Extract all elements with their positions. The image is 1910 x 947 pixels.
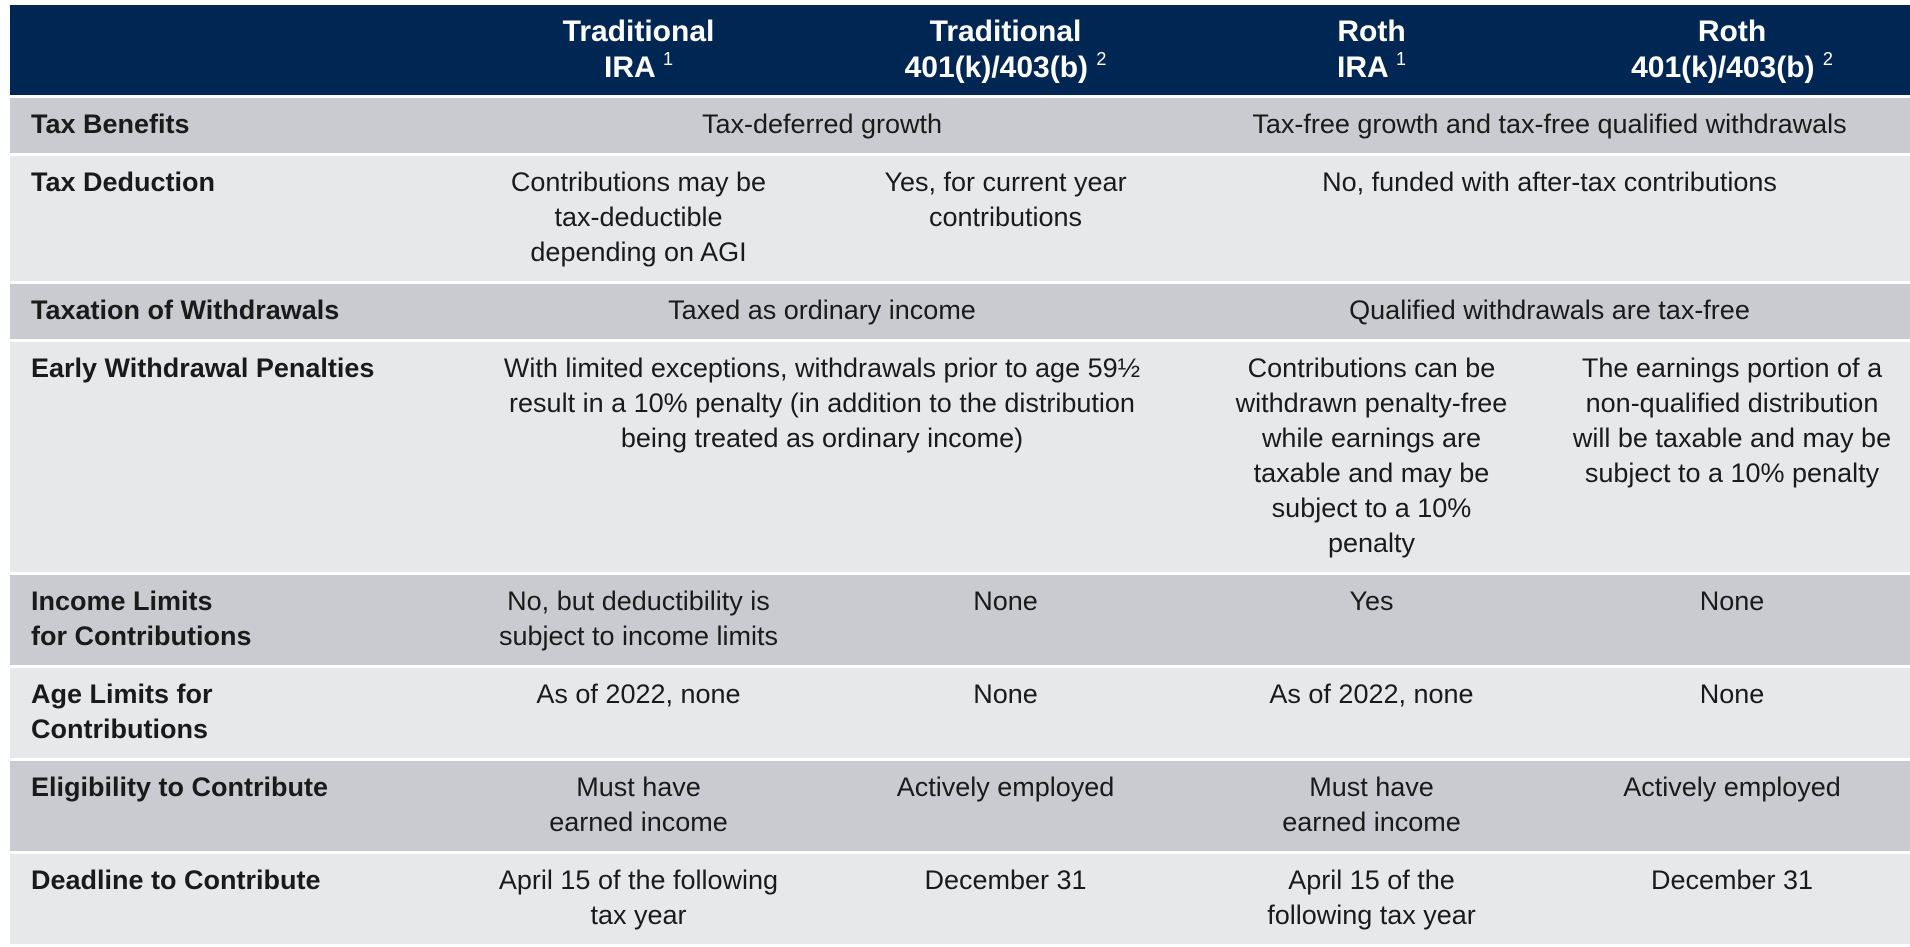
row-label: Deadline to Contribute	[10, 852, 455, 946]
cell-roth-401k: The earnings portion of a non-qualified …	[1554, 340, 1910, 574]
cell-traditional-401k: Yes, for current year contributions	[822, 154, 1189, 283]
row-label: Early Withdrawal Penalties	[10, 340, 455, 574]
cell-traditional-401k: Actively employed	[822, 759, 1189, 853]
cell-roth-ira: April 15 of the following tax year	[1189, 852, 1554, 946]
row-tax-deduction: Tax Deduction Contributions may be tax-d…	[10, 154, 1910, 283]
cell-roth: No, funded with after-tax contributions	[1189, 154, 1910, 283]
cell-roth-401k: December 31	[1554, 852, 1910, 946]
row-age-limits: Age Limits for Contributions As of 2022,…	[10, 666, 1910, 760]
header-roth-ira: Roth IRA 1	[1189, 5, 1554, 98]
cell-roth-ira: Contributions can be withdrawn penalty-f…	[1189, 340, 1554, 574]
cell-roth-401k: None	[1554, 666, 1910, 760]
cell-roth: Qualified withdrawals are tax-free	[1189, 282, 1910, 341]
cell-roth-ira: Must have earned income	[1189, 759, 1554, 853]
cell-traditional-401k: None	[822, 573, 1189, 667]
row-income-limits: Income Limits for Contributions No, but …	[10, 573, 1910, 667]
cell-traditional-ira: April 15 of the following tax year	[455, 852, 822, 946]
row-label: Taxation of Withdrawals	[10, 282, 455, 341]
header-traditional-ira: Traditional IRA 1	[455, 5, 822, 98]
cell-traditional-ira: As of 2022, none	[455, 666, 822, 760]
row-eligibility: Eligibility to Contribute Must have earn…	[10, 759, 1910, 853]
cell-roth: Tax-free growth and tax-free qualified w…	[1189, 96, 1910, 155]
footnote-marker: 1	[662, 49, 673, 69]
footnote-marker: 2	[1096, 49, 1107, 69]
row-early-withdrawal-penalties: Early Withdrawal Penalties With limited …	[10, 340, 1910, 574]
retirement-account-comparison-table: Traditional IRA 1 Traditional 401(k)/403(b…	[10, 5, 1910, 947]
header-traditional-401k: Traditional 401(k)/403(b) 2	[822, 5, 1189, 98]
cell-traditional-ira: Must have earned income	[455, 759, 822, 853]
row-label: Eligibility to Contribute	[10, 759, 455, 853]
table-header: Traditional IRA 1 Traditional 401(k)/403(b…	[10, 5, 1910, 98]
cell-traditional-401k: December 31	[822, 852, 1189, 946]
footnote-marker: 2	[1822, 49, 1833, 69]
cell-traditional-ira: No, but deductibility is subject to inco…	[455, 573, 822, 667]
header-corner	[10, 5, 455, 98]
row-deadline: Deadline to Contribute April 15 of the f…	[10, 852, 1910, 946]
row-label: Tax Benefits	[10, 96, 455, 155]
row-tax-benefits: Tax Benefits Tax-deferred growth Tax-fre…	[10, 96, 1910, 155]
row-label: Age Limits for Contributions	[10, 666, 455, 760]
cell-roth-ira: Yes	[1189, 573, 1554, 667]
header-roth-401k: Roth 401(k)/403(b) 2	[1554, 5, 1910, 98]
row-taxation-of-withdrawals: Taxation of Withdrawals Taxed as ordinar…	[10, 282, 1910, 341]
footnote-marker: 1	[1395, 49, 1406, 69]
cell-traditional: With limited exceptions, withdrawals pri…	[455, 340, 1189, 574]
cell-traditional: Taxed as ordinary income	[455, 282, 1189, 341]
cell-traditional: Tax-deferred growth	[455, 96, 1189, 155]
cell-traditional-ira: Contributions may be tax-deductible depe…	[455, 154, 822, 283]
cell-roth-401k: None	[1554, 573, 1910, 667]
row-label: Tax Deduction	[10, 154, 455, 283]
row-label: Income Limits for Contributions	[10, 573, 455, 667]
header-row: Traditional IRA 1 Traditional 401(k)/403(b…	[10, 5, 1910, 98]
cell-roth-401k: Actively employed	[1554, 759, 1910, 853]
cell-roth-ira: As of 2022, none	[1189, 666, 1554, 760]
cell-traditional-401k: None	[822, 666, 1189, 760]
table-body: Tax Benefits Tax-deferred growth Tax-fre…	[10, 96, 1910, 946]
